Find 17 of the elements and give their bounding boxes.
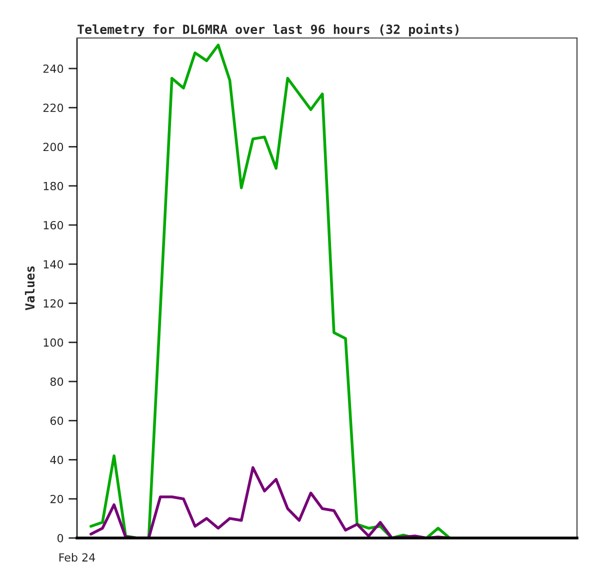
y-tick-label: 220: [43, 104, 64, 112]
y-tick-label: 60: [50, 416, 64, 426]
chart-title: Telemetry for DL6MRA over last 96 hours (32 points): [78, 24, 458, 36]
y-tick-label: 160: [44, 220, 64, 230]
y-tick-label: 120: [44, 299, 64, 308]
text: Feb 24: [59, 553, 96, 562]
y-tick-label: 240: [43, 64, 64, 73]
y-tick-label: 200: [43, 142, 64, 152]
line-series: [90, 44, 452, 538]
y-tick-label: 0: [57, 534, 64, 542]
y-tick-label: 100: [44, 338, 64, 347]
y-tick-label: 180: [44, 182, 64, 190]
y-axis-title: Values: [24, 266, 35, 310]
y-tick-label: 20: [50, 494, 64, 504]
y-tick-label: 40: [50, 456, 64, 464]
y-tick-label: 80: [50, 377, 64, 386]
y-tick-label: 140: [44, 260, 64, 269]
